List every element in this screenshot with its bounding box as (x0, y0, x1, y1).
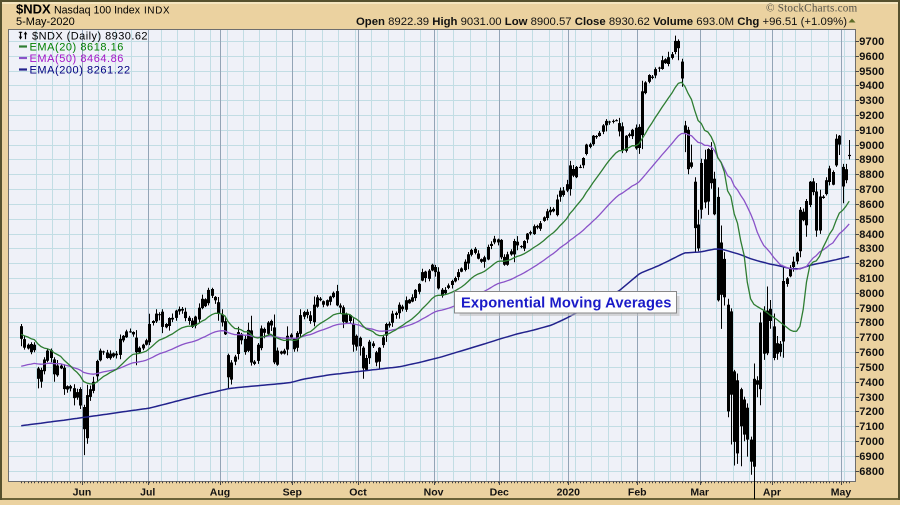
svg-text:8300: 8300 (859, 243, 884, 255)
svg-text:7900: 7900 (859, 303, 884, 315)
svg-text:Sep: Sep (283, 487, 302, 499)
svg-text:9700: 9700 (859, 36, 884, 48)
svg-text:9000: 9000 (859, 140, 884, 152)
svg-text:8000: 8000 (859, 288, 884, 300)
svg-text:Jul: Jul (140, 487, 155, 499)
svg-text:8500: 8500 (859, 214, 884, 226)
svg-text:7700: 7700 (859, 332, 884, 344)
svg-text:Feb: Feb (628, 487, 647, 499)
svg-text:EMA(20) 8618.16: EMA(20) 8618.16 (30, 42, 124, 54)
svg-text:5-May-2020: 5-May-2020 (16, 16, 75, 28)
svg-text:9100: 9100 (859, 125, 884, 137)
svg-text:Aug: Aug (210, 487, 230, 499)
svg-text:EMA(200) 8261.22: EMA(200) 8261.22 (30, 65, 131, 77)
svg-text:8900: 8900 (859, 154, 884, 166)
svg-text:Mar: Mar (690, 487, 709, 499)
svg-text:9200: 9200 (859, 110, 884, 122)
svg-text:7500: 7500 (859, 362, 884, 374)
svg-text:7400: 7400 (859, 377, 884, 389)
svg-text:Oct: Oct (349, 487, 367, 499)
svg-text:9400: 9400 (859, 80, 884, 92)
svg-text:EMA(50) 8464.86: EMA(50) 8464.86 (30, 53, 124, 65)
svg-text:9600: 9600 (859, 51, 884, 63)
svg-text:May: May (831, 487, 852, 499)
svg-text:$NDX: $NDX (16, 2, 51, 17)
svg-text:7600: 7600 (859, 347, 884, 359)
svg-text:8100: 8100 (859, 273, 884, 285)
svg-text:Apr: Apr (763, 487, 781, 499)
svg-text:Exponential Moving Averages: Exponential Moving Averages (461, 296, 672, 312)
svg-text:Dec: Dec (490, 487, 509, 499)
svg-text:7300: 7300 (859, 392, 884, 404)
svg-text:$NDX (Daily) 8930.62: $NDX (Daily) 8930.62 (32, 31, 148, 43)
svg-text:6800: 6800 (859, 466, 884, 478)
svg-text:Nasdaq 100 Index: Nasdaq 100 Index (54, 5, 141, 17)
svg-text:Open 8922.39 High 9031.00 Lo: Open 8922.39 High 9031.00 Low 8900.57 Cl… (356, 16, 847, 28)
svg-text:7100: 7100 (859, 421, 884, 433)
svg-text:9300: 9300 (859, 95, 884, 107)
svg-text:8800: 8800 (859, 169, 884, 181)
svg-text:2020: 2020 (557, 487, 581, 499)
svg-text:8700: 8700 (859, 184, 884, 196)
svg-text:8600: 8600 (859, 199, 884, 211)
svg-text:Nov: Nov (424, 487, 444, 499)
svg-text:6900: 6900 (859, 451, 884, 463)
svg-text:9500: 9500 (859, 66, 884, 78)
svg-text:INDX: INDX (144, 6, 170, 17)
svg-text:8200: 8200 (859, 258, 884, 270)
svg-text:7200: 7200 (859, 406, 884, 418)
svg-text:Jun: Jun (73, 487, 92, 499)
svg-text:7000: 7000 (859, 436, 884, 448)
svg-text:© StockCharts.com: © StockCharts.com (766, 3, 858, 15)
svg-text:8400: 8400 (859, 229, 884, 241)
svg-text:7800: 7800 (859, 317, 884, 329)
